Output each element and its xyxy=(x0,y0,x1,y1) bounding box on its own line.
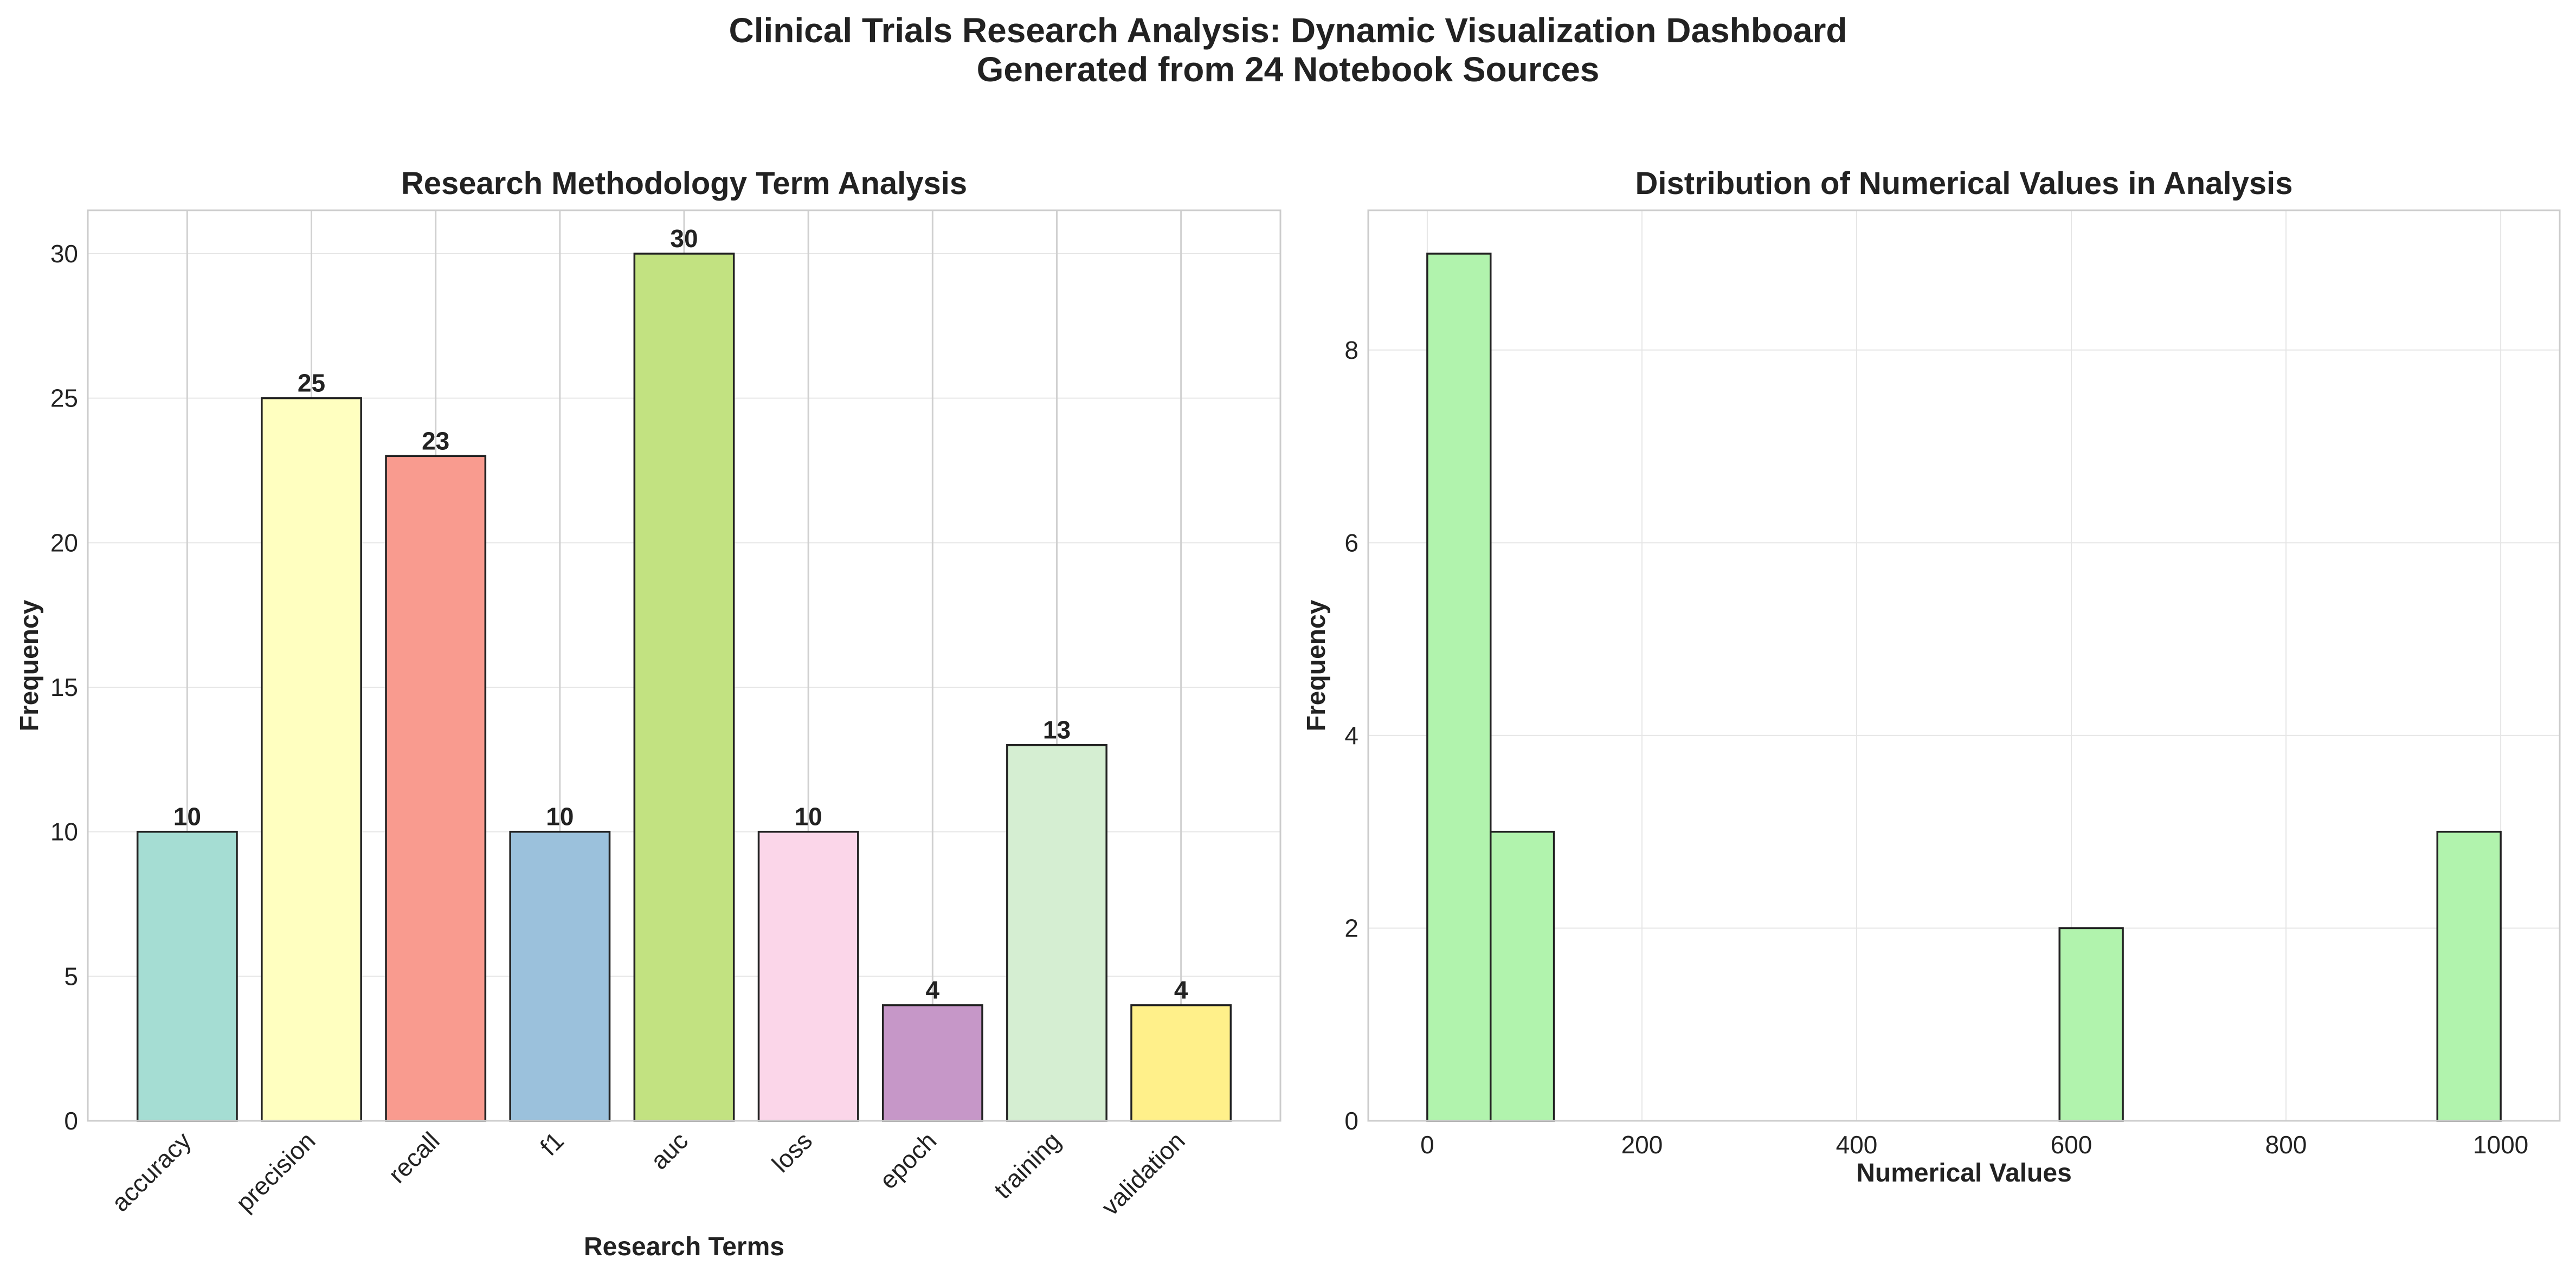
x-tick-label: 0 xyxy=(1420,1131,1434,1159)
chart-title: Research Methodology Term Analysis xyxy=(401,166,967,201)
x-axis-label: Research Terms xyxy=(584,1232,784,1261)
plot-frame xyxy=(87,209,1281,1122)
bar-accuracy xyxy=(136,830,238,1122)
numerical-values-histogram: 0 2 4 6 8 0 200 400 600 800 1000 Distribution of Nu… xyxy=(1302,166,2561,1187)
y-tick-label: 0 xyxy=(64,1107,78,1135)
x-tick-label-precision: precision xyxy=(230,1126,321,1217)
bar-value-label: 30 xyxy=(670,224,698,253)
histogram-bar xyxy=(2058,927,2124,1122)
term-frequency-bar-chart: 0 5 10 15 20 25 30 10 accuracy 25 precision 23 recal… xyxy=(15,166,1281,1261)
bar-epoch xyxy=(881,1004,983,1122)
x-tick-label-auc: auc xyxy=(645,1126,693,1174)
y-tick-label: 25 xyxy=(50,384,78,412)
bar-recall xyxy=(385,455,487,1122)
y-tick-label: 20 xyxy=(50,528,78,557)
bar-value-label: 25 xyxy=(298,369,325,397)
x-tick-label-f1: f1 xyxy=(534,1126,569,1161)
bar-precision xyxy=(261,397,362,1122)
x-tick-label: 1000 xyxy=(2473,1131,2528,1159)
x-tick-label: 200 xyxy=(1621,1131,1663,1159)
y-tick-label: 0 xyxy=(1344,1107,1358,1135)
bar-value-label: 23 xyxy=(422,427,449,455)
bar-value-label: 4 xyxy=(1174,976,1188,1004)
bar-training xyxy=(1006,744,1107,1122)
x-tick-label-training: training xyxy=(988,1126,1066,1204)
y-axis-label: Frequency xyxy=(1302,599,1331,731)
figure-title-line-1: Clinical Trials Research Analysis: Dynam… xyxy=(729,11,1847,50)
y-tick-label: 5 xyxy=(64,962,78,990)
x-tick-label: 600 xyxy=(2051,1131,2092,1159)
bar-validation xyxy=(1130,1004,1232,1122)
histogram-bar xyxy=(2436,830,2502,1122)
bar-value-label: 10 xyxy=(795,803,822,831)
bar-value-label: 10 xyxy=(546,803,574,831)
y-tick-label: 15 xyxy=(50,673,78,701)
y-tick-label: 8 xyxy=(1344,336,1358,364)
x-tick-label: 800 xyxy=(2265,1131,2307,1159)
y-axis-label: Frequency xyxy=(15,599,44,731)
x-tick-label-epoch: epoch xyxy=(874,1126,942,1194)
y-tick-label: 2 xyxy=(1344,914,1358,942)
bar-auc xyxy=(633,253,735,1122)
chart-title: Distribution of Numerical Values in Anal… xyxy=(1635,166,2293,201)
bar-value-label: 13 xyxy=(1043,716,1071,744)
histogram-bar xyxy=(1489,830,1555,1122)
x-tick-label-recall: recall xyxy=(383,1126,445,1189)
y-tick-label: 10 xyxy=(50,818,78,846)
x-tick-label-loss: loss xyxy=(767,1126,818,1178)
histogram-bar xyxy=(1426,253,1492,1122)
bar-value-label: 10 xyxy=(173,803,201,831)
x-tick-label-accuracy: accuracy xyxy=(106,1126,196,1217)
bar-f1 xyxy=(509,830,611,1122)
y-tick-label: 6 xyxy=(1344,528,1358,557)
x-axis-label: Numerical Values xyxy=(1856,1159,2072,1187)
plot-frame xyxy=(1367,209,2561,1122)
bar-value-label: 4 xyxy=(926,976,940,1004)
plot-background xyxy=(1368,210,2560,1121)
figure-title-line-2: Generated from 24 Notebook Sources xyxy=(976,50,1600,89)
bar-loss xyxy=(757,830,859,1122)
x-tick-label-validation: validation xyxy=(1096,1126,1190,1221)
x-tick-label: 400 xyxy=(1836,1131,1878,1159)
y-tick-label: 4 xyxy=(1344,721,1358,750)
y-tick-label: 30 xyxy=(50,240,78,268)
